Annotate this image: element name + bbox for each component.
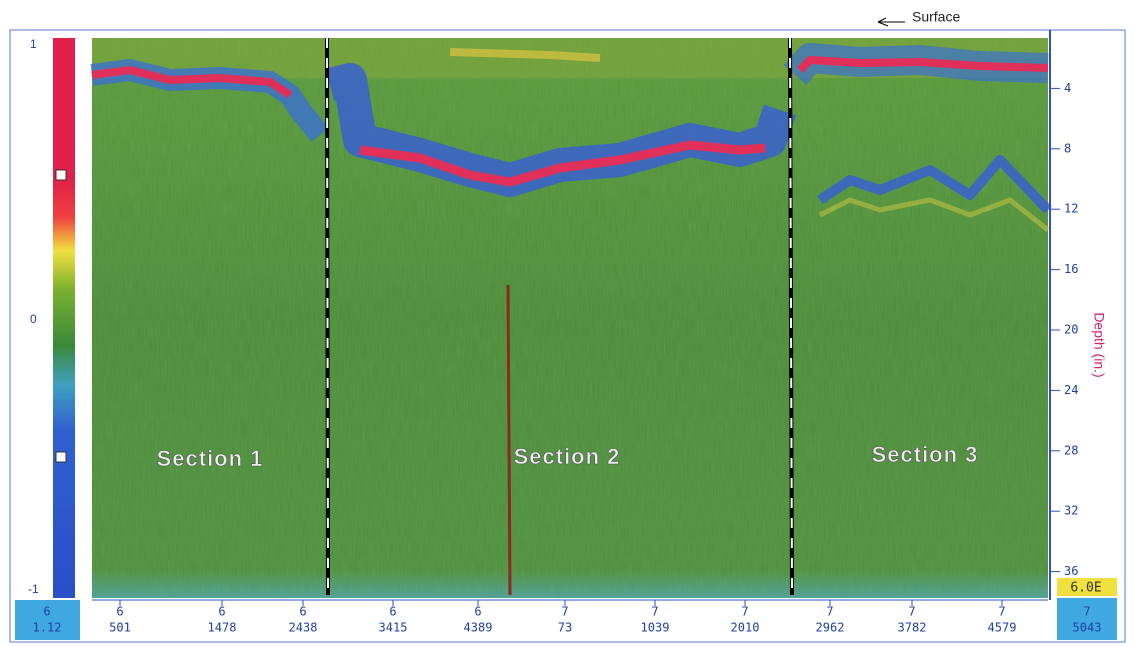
marker-top: 6 bbox=[474, 605, 481, 619]
marker-top: 6 bbox=[116, 605, 123, 619]
section-label: Section 3 bbox=[872, 442, 979, 467]
bar-marker bbox=[56, 170, 66, 180]
readout: 6.0E bbox=[1070, 581, 1101, 596]
marker-label: 1478 bbox=[208, 621, 237, 635]
start-top: 6 bbox=[43, 605, 50, 619]
marker-label: 4579 bbox=[988, 621, 1017, 635]
depth-tick-label: 36 bbox=[1064, 564, 1078, 578]
scale-label: 0 bbox=[30, 312, 37, 326]
marker-label: 4389 bbox=[464, 621, 493, 635]
depth-axis-label: Depth (in.) bbox=[1091, 312, 1107, 377]
marker-label: 3782 bbox=[898, 621, 927, 635]
marker-top: 7 bbox=[998, 605, 1005, 619]
depth-tick-label: 16 bbox=[1064, 262, 1078, 276]
marker-top: 7 bbox=[561, 605, 568, 619]
depth-tick-label: 12 bbox=[1064, 202, 1078, 216]
marker-top: 6 bbox=[299, 605, 306, 619]
surface-arrow bbox=[878, 18, 905, 26]
marker-label: 501 bbox=[109, 621, 131, 635]
depth-tick-label: 32 bbox=[1064, 504, 1078, 518]
color-bar bbox=[53, 38, 75, 598]
depth-tick-label: 8 bbox=[1064, 141, 1071, 155]
surface-annotation: Surface bbox=[912, 9, 960, 25]
section-label: Section 2 bbox=[514, 444, 621, 469]
marker-label: 2438 bbox=[289, 621, 318, 635]
marker-label: 2010 bbox=[731, 621, 760, 635]
marker-label: 3415 bbox=[379, 621, 408, 635]
start-label: 1.12 bbox=[33, 621, 62, 635]
marker-top: 6 bbox=[218, 605, 225, 619]
depth-tick-label: 4 bbox=[1064, 81, 1071, 95]
marker-label: 1039 bbox=[641, 621, 670, 635]
bar-marker bbox=[56, 452, 66, 462]
marker-label: 2962 bbox=[816, 621, 845, 635]
marker-label: 73 bbox=[558, 621, 572, 635]
depth-tick-label: 20 bbox=[1064, 323, 1078, 337]
end-top: 7 bbox=[1083, 605, 1090, 619]
scale-label: 1 bbox=[30, 37, 37, 51]
marker-top: 7 bbox=[826, 605, 833, 619]
radargram-screen: 6.0E Depth (in.) Surface Section 1 Secti… bbox=[0, 0, 1135, 647]
marker-top: 6 bbox=[389, 605, 396, 619]
end-label: 5043 bbox=[1073, 621, 1102, 635]
marker-top: 7 bbox=[908, 605, 915, 619]
section-label: Section 1 bbox=[157, 446, 264, 471]
depth-tick-label: 28 bbox=[1064, 443, 1078, 457]
marker-top: 7 bbox=[741, 605, 748, 619]
scale-label: -1 bbox=[28, 582, 39, 596]
scan-texture bbox=[92, 38, 1048, 598]
depth-tick-label: 24 bbox=[1064, 383, 1078, 397]
marker-top: 7 bbox=[651, 605, 658, 619]
